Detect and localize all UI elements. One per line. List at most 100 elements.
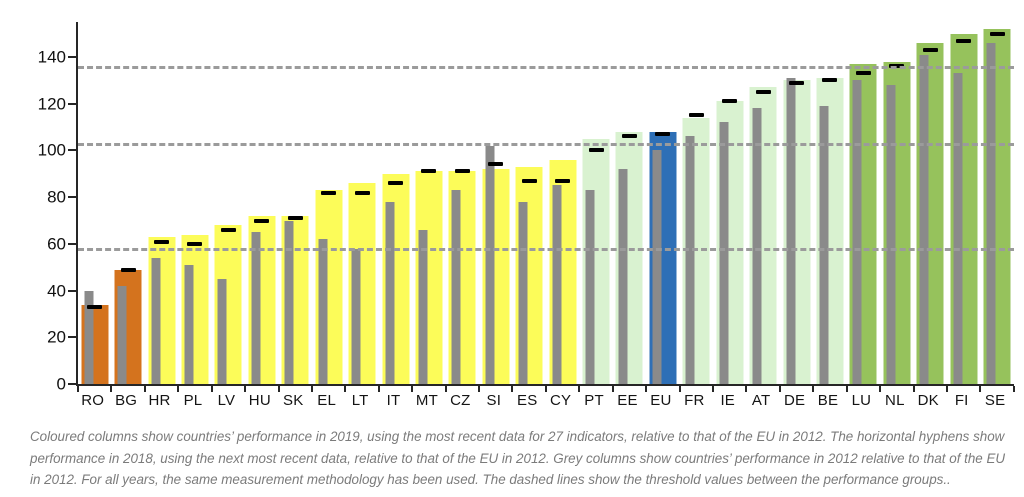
country-label-si: SI (486, 392, 502, 409)
country-column-pl (177, 22, 211, 392)
grey-bar-2012 (852, 80, 862, 384)
country-column-lt (344, 22, 378, 392)
country-label-es: ES (516, 392, 538, 409)
country-label-fi: FI (954, 392, 969, 409)
country-label-eu: EU (650, 392, 672, 409)
y-axis-label: 0 (56, 374, 66, 394)
grey-bar-2012 (819, 106, 829, 384)
country-label-ro: RO (81, 392, 105, 409)
country-column-se (979, 22, 1013, 392)
bar-stack (382, 22, 409, 384)
grey-bar-2012 (385, 201, 394, 384)
bar-stack (682, 22, 710, 384)
bar-stack (248, 22, 276, 384)
country-label-at: AT (751, 392, 771, 409)
grey-bar-2012 (117, 285, 127, 384)
plot-area: 0 20 40 60 80 100 120 140 (38, 22, 1015, 393)
hyphen-2018 (588, 148, 604, 153)
y-axis-tick (68, 149, 76, 152)
country-label-el: EL (317, 392, 337, 409)
bar-stack (883, 22, 911, 384)
grey-bar-2012 (552, 185, 562, 384)
country-column-sk (277, 22, 312, 392)
threshold-line (78, 65, 1014, 69)
country-column-ro (76, 22, 111, 392)
country-label-se: SE (984, 392, 1006, 409)
threshold-line (78, 142, 1014, 146)
hyphen-2018 (521, 178, 537, 183)
hyphen-2018 (755, 90, 771, 95)
grey-bar-2012 (752, 108, 762, 384)
bar-stack (281, 22, 309, 384)
country-column-es (511, 22, 545, 392)
country-column-be (812, 22, 846, 392)
bar-stack (615, 22, 643, 384)
grey-bar-2012 (351, 248, 361, 384)
country-column-hu (244, 22, 278, 392)
country-label-lt: LT (351, 392, 369, 409)
country-column-cy (544, 22, 579, 392)
chart-footnote: Coloured columns show countries’ perform… (30, 429, 1006, 488)
y-axis-label: 60 (47, 234, 66, 254)
y-axis-tick (68, 336, 76, 339)
bar-stack (950, 22, 978, 384)
y-axis-tick (68, 56, 76, 59)
bar-stack (181, 22, 209, 384)
country-label-ee: EE (617, 392, 638, 409)
country-label-sk: SK (283, 392, 304, 409)
hyphen-2018 (454, 169, 470, 174)
y-axis-tick (68, 242, 76, 245)
grey-bar-2012 (719, 122, 729, 384)
country-column-cz (444, 22, 479, 392)
grey-bar-2012 (786, 78, 796, 384)
hyphen-2018 (321, 190, 337, 195)
grey-bar-2012 (451, 190, 461, 384)
country-label-dk: DK (917, 392, 939, 409)
threshold-line (78, 247, 1014, 251)
grey-bar-2012 (953, 73, 963, 384)
hyphen-2018 (722, 99, 738, 104)
grey-bar-2012 (251, 232, 261, 384)
grey-bar-2012 (618, 169, 628, 384)
country-column-ee (611, 22, 646, 392)
bar-stack (582, 22, 610, 384)
country-label-it: IT (386, 392, 401, 409)
bar-stack (214, 22, 242, 384)
country-column-de (778, 22, 813, 392)
country-label-cy: CY (549, 392, 572, 409)
hyphen-2018 (254, 218, 270, 223)
hyphen-2018 (822, 78, 838, 83)
hyphen-2018 (120, 267, 136, 272)
grey-bar-2012 (284, 220, 294, 384)
hyphen-2018 (989, 31, 1005, 36)
country-column-dk (912, 22, 947, 392)
x-axis-labels: RO BG HR PL LV HU SK EL LT IT MT CZ SI ES CY PT EE EU FR IE… (76, 392, 1012, 409)
hyphen-2018 (187, 241, 203, 246)
hyphen-2018 (220, 227, 236, 232)
country-label-hr: HR (148, 392, 171, 409)
hyphen-2018 (855, 71, 871, 76)
country-columns (76, 22, 1014, 392)
y-axis-label: 80 (47, 187, 66, 207)
country-column-lv (210, 22, 245, 392)
country-label-lv: LV (217, 392, 236, 409)
y-axis-label: 20 (47, 327, 66, 347)
country-label-pt: PT (584, 392, 604, 409)
country-label-be: BE (817, 392, 839, 409)
grey-bar-2012 (518, 201, 528, 384)
grey-bar-2012 (685, 136, 695, 384)
bar-stack (448, 22, 476, 384)
bar-stack (515, 22, 543, 384)
bar-stack (816, 22, 844, 384)
bar-stack (916, 22, 944, 384)
hyphen-2018 (555, 178, 571, 183)
country-column-mt (411, 22, 445, 392)
bar-stack (482, 22, 510, 384)
country-column-el (310, 22, 345, 392)
bar-stack (849, 22, 877, 384)
country-label-lu: LU (851, 392, 872, 409)
bar-stack (783, 22, 811, 384)
country-column-at (745, 22, 779, 392)
bar-stack (716, 22, 744, 384)
